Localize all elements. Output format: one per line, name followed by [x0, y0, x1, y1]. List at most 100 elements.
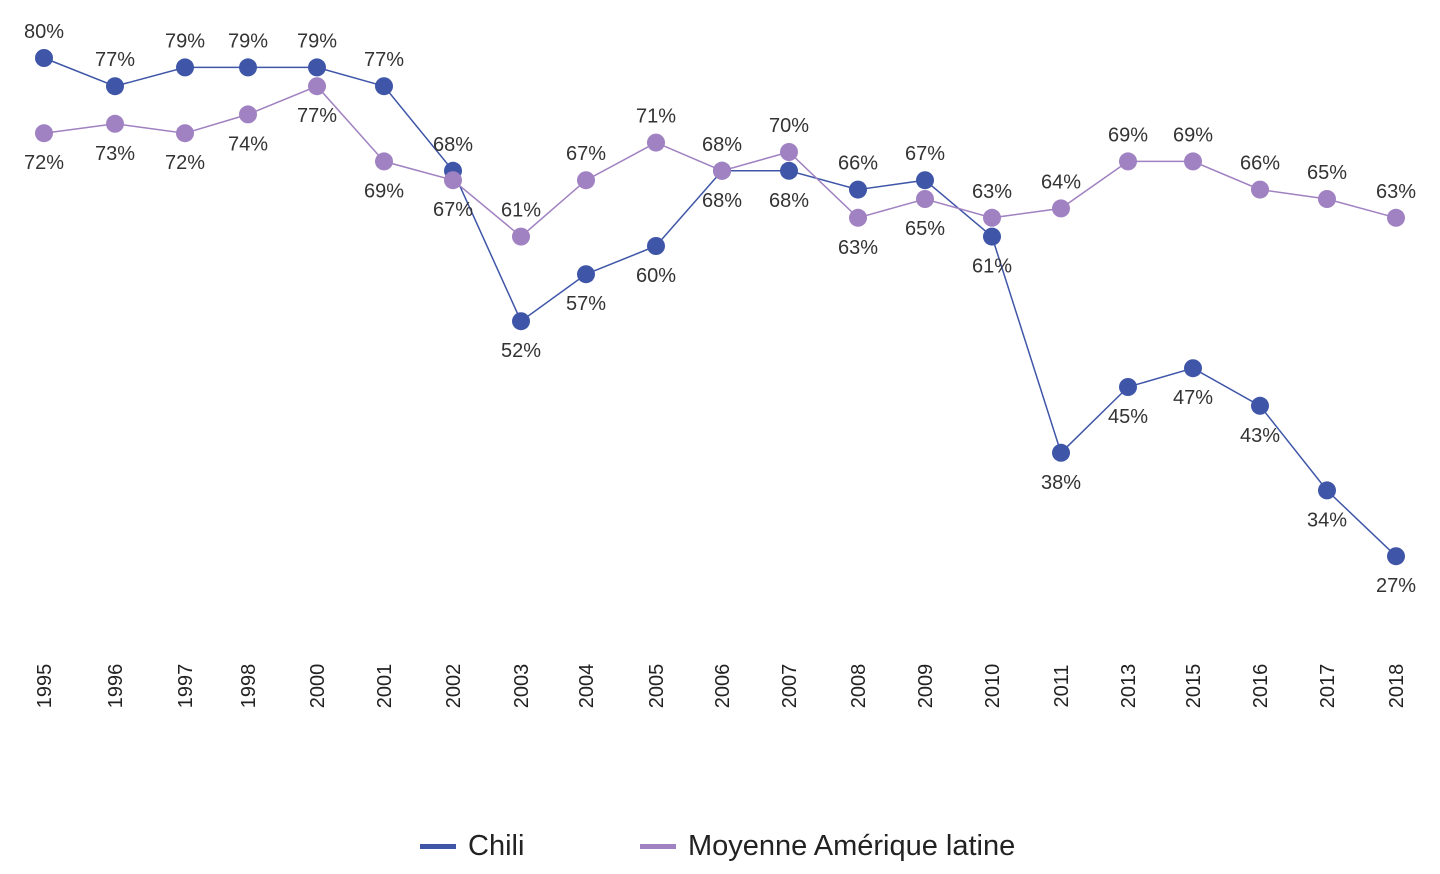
data-label-moyenne-2004: 67% — [566, 143, 606, 165]
data-label-chili-2002: 68% — [433, 134, 473, 156]
data-point-chili-2015 — [1184, 359, 1202, 378]
legend: Chili Moyenne Amérique latine — [0, 826, 1440, 866]
legend-label-chili: Chili — [468, 829, 525, 862]
data-label-moyenne-2015: 69% — [1173, 124, 1213, 146]
data-point-moyenne-2017 — [1318, 190, 1336, 208]
data-label-moyenne-1997: 72% — [165, 152, 205, 174]
data-label-chili-2016: 43% — [1240, 425, 1280, 447]
data-label-moyenne-2005: 71% — [636, 106, 676, 128]
data-point-moyenne-1998 — [239, 105, 257, 124]
data-label-moyenne-2003: 61% — [501, 200, 541, 222]
data-label-moyenne-2013: 69% — [1108, 124, 1148, 146]
x-tick-1997: 1997 — [175, 664, 197, 709]
data-point-moyenne-2005 — [647, 133, 665, 152]
series-points — [35, 49, 1405, 566]
data-label-chili-2009: 67% — [905, 143, 945, 165]
x-axis-ticks: 1995 1996 1997 1998 2000 2001 2002 2003 2004 2005… — [34, 664, 1408, 709]
data-point-moyenne-2015 — [1184, 152, 1202, 171]
legend-swatch-chili — [420, 843, 456, 849]
data-label-moyenne-1998: 74% — [228, 133, 268, 155]
x-tick-2015: 2015 — [1183, 664, 1205, 709]
data-label-chili-2018: 27% — [1376, 575, 1416, 597]
data-label-chili-2005: 60% — [636, 265, 676, 287]
x-tick-2000: 2000 — [307, 664, 329, 709]
data-label-chili-2015: 47% — [1173, 387, 1213, 409]
data-point-moyenne-2003 — [512, 227, 530, 246]
data-point-moyenne-2009 — [916, 190, 934, 208]
data-point-moyenne-2010 — [983, 208, 1001, 227]
data-point-moyenne-1995 — [35, 124, 53, 143]
data-point-chili-2013 — [1119, 378, 1137, 396]
data-label-chili-2003: 52% — [501, 340, 541, 362]
data-point-moyenne-2000 — [308, 77, 326, 96]
data-label-moyenne-2002: 67% — [433, 199, 473, 221]
data-point-chili-2007 — [780, 161, 798, 180]
data-point-moyenne-2002 — [444, 171, 462, 190]
data-label-moyenne-2006: 68% — [702, 134, 742, 156]
data-label-chili-2007: 68% — [769, 190, 809, 212]
x-tick-2006: 2006 — [712, 664, 734, 709]
data-point-moyenne-2006 — [713, 161, 731, 180]
x-tick-2017: 2017 — [1317, 664, 1339, 709]
x-tick-2007: 2007 — [779, 664, 801, 709]
data-point-moyenne-1997 — [176, 124, 194, 143]
legend-label-moyenne: Moyenne Amérique latine — [688, 829, 1016, 862]
x-tick-2003: 2003 — [511, 664, 533, 709]
data-point-chili-2016 — [1251, 396, 1269, 415]
data-point-chili-1997 — [176, 58, 194, 77]
x-tick-2002: 2002 — [443, 664, 465, 709]
x-tick-2010: 2010 — [982, 664, 1004, 709]
x-tick-2018: 2018 — [1386, 664, 1408, 709]
data-point-chili-1995 — [35, 49, 53, 67]
x-tick-2011: 2011 — [1051, 664, 1073, 707]
data-point-chili-2001 — [375, 77, 393, 96]
data-point-moyenne-2018 — [1387, 208, 1405, 227]
data-point-moyenne-1996 — [106, 114, 124, 133]
x-tick-2005: 2005 — [646, 664, 668, 709]
data-label-moyenne-2018: 63% — [1376, 181, 1416, 203]
data-point-chili-2000 — [308, 58, 326, 77]
data-label-chili-1998: 79% — [228, 30, 268, 52]
data-point-chili-1998 — [239, 58, 257, 77]
data-label-moyenne-1995: 72% — [24, 152, 64, 174]
legend-item-moyenne-amerique-latine: Moyenne Amérique latine — [640, 826, 1015, 866]
data-label-moyenne-2001: 69% — [364, 180, 404, 202]
data-label-moyenne-2000: 77% — [297, 105, 337, 127]
x-tick-2008: 2008 — [848, 664, 870, 709]
data-label-chili-2011: 38% — [1041, 472, 1081, 494]
data-label-chili-2013: 45% — [1108, 406, 1148, 428]
data-point-chili-2018 — [1387, 547, 1405, 566]
data-point-chili-2003 — [512, 312, 530, 331]
data-point-moyenne-2007 — [780, 143, 798, 161]
data-point-chili-2008 — [849, 180, 867, 199]
data-label-chili-2010: 61% — [972, 256, 1012, 278]
data-label-chili-1995: 80% — [24, 21, 64, 43]
data-label-moyenne-2009: 65% — [905, 218, 945, 240]
data-point-chili-2009 — [916, 171, 934, 190]
x-tick-1996: 1996 — [105, 664, 127, 709]
x-tick-2001: 2001 — [374, 664, 396, 709]
data-point-chili-2005 — [647, 237, 665, 255]
data-labels: 80% 77% 79% 79% 79% 77% 68% 52% 57% 60% 68% 68% 66% 6… — [24, 21, 1416, 597]
data-label-moyenne-2011: 64% — [1041, 171, 1081, 193]
data-label-moyenne-2008: 63% — [838, 237, 878, 259]
data-point-moyenne-2008 — [849, 208, 867, 227]
x-tick-2009: 2009 — [915, 664, 937, 709]
data-label-moyenne-2010: 63% — [972, 181, 1012, 203]
data-label-chili-1997: 79% — [165, 30, 205, 52]
data-label-moyenne-1996: 73% — [95, 143, 135, 165]
x-tick-2016: 2016 — [1250, 664, 1272, 709]
legend-item-chili: Chili — [420, 826, 524, 866]
legend-swatch-moyenne — [640, 843, 676, 849]
data-point-moyenne-2004 — [577, 171, 595, 190]
data-label-chili-2000: 79% — [297, 30, 337, 52]
data-point-moyenne-2013 — [1119, 152, 1137, 171]
data-label-chili-2017: 34% — [1307, 509, 1347, 531]
data-label-chili-2001: 77% — [364, 49, 404, 71]
x-tick-2004: 2004 — [576, 664, 598, 709]
x-tick-2013: 2013 — [1118, 664, 1140, 709]
data-point-chili-2004 — [577, 265, 595, 284]
data-label-chili-2004: 57% — [566, 293, 606, 315]
data-label-chili-1996: 77% — [95, 49, 135, 71]
